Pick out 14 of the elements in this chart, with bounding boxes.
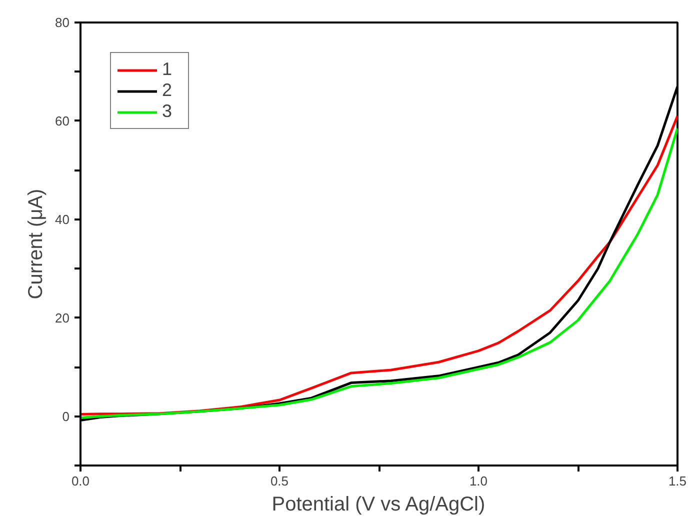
x-tick-label: 0.5 bbox=[270, 474, 289, 488]
x-tick-label: 1.0 bbox=[469, 474, 488, 488]
y-tick-label: 80 bbox=[55, 15, 70, 30]
legend-label: 3 bbox=[162, 101, 174, 122]
x-axis-title: Potential (V vs Ag/AgCl) bbox=[272, 494, 486, 516]
y-tick-label: 60 bbox=[55, 113, 70, 128]
legend-label: 2 bbox=[162, 80, 174, 101]
y-axis-title: Current (μA) bbox=[25, 188, 48, 300]
y-tick-label: 0 bbox=[62, 408, 70, 424]
x-tick-label: 0.0 bbox=[71, 474, 90, 488]
legend-label: 1 bbox=[162, 59, 174, 80]
y-tick-label: 40 bbox=[55, 212, 70, 227]
y-tick-label: 20 bbox=[55, 310, 70, 326]
x-tick-label: 1.5 bbox=[668, 474, 687, 488]
